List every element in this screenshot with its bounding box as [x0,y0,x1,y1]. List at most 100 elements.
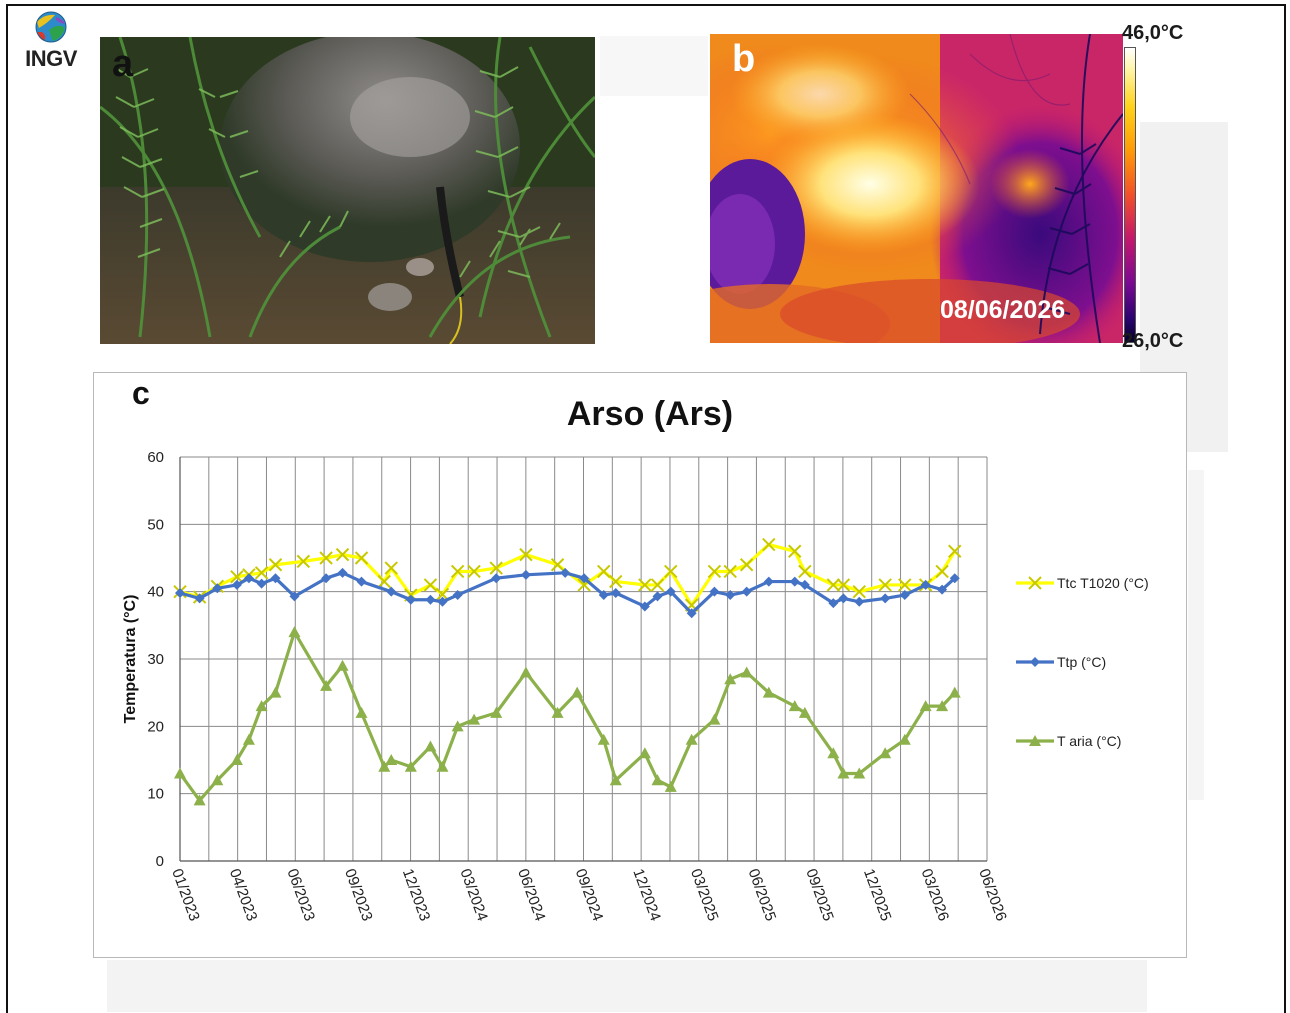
data-point-2 [741,586,752,597]
data-point-2 [491,573,502,584]
y-tick-label: 60 [147,449,164,466]
y-tick-label: 30 [147,651,164,668]
data-point-2 [289,591,300,602]
data-point-1 [467,564,481,579]
data-point-3 [378,760,391,772]
data-point-3 [385,754,398,765]
background-panel [1188,470,1204,800]
data-point-3 [230,754,243,765]
y-tick-label: 20 [147,718,164,735]
data-point-2 [838,593,849,604]
data-point-1 [836,578,851,592]
chart-title: Arso (Ars) [567,395,733,433]
data-point-2 [665,586,676,597]
data-point-1 [935,564,949,579]
data-point-2 [212,583,223,594]
data-point-2 [270,573,281,584]
background-panel [107,960,1147,1012]
data-point-3 [651,774,664,786]
x-tick-label: 09/2024 [572,867,607,924]
temperature-line-chart: Arso (Ars) 0 10 20 30 40 50 60 01/2023 04/2023 06/… [122,395,1149,924]
data-point-3 [571,686,584,698]
data-point-2 [610,588,621,599]
data-point-1 [852,584,866,599]
x-tick-label: 03/2024 [456,867,491,924]
data-point-1 [268,558,283,572]
data-point-1 [878,578,892,592]
data-point-1 [898,578,912,592]
data-point-3 [490,706,503,718]
data-point-3 [740,666,753,678]
x-tick-label: 06/2024 [514,867,549,924]
data-point-1 [254,566,269,580]
data-point-3 [664,780,677,792]
thermal-colorbar [1124,47,1136,343]
data-point-3 [948,686,961,698]
x-tick-label: 06/2025 [745,867,780,924]
data-point-3 [898,733,911,745]
x-tick-label: 09/2023 [341,867,376,924]
data-point-1 [489,561,503,575]
x-tick-label: 12/2025 [860,867,895,924]
data-point-1 [519,547,533,562]
x-tick-label: 06/2026 [975,867,1010,924]
data-point-1 [377,574,391,589]
data-point-2 [243,573,254,584]
data-point-3 [936,700,949,712]
data-point-3 [853,767,866,779]
data-point-2 [337,567,348,578]
data-point-2 [356,576,367,587]
data-point-3 [336,659,349,671]
data-point-2 [579,573,590,584]
data-point-3 [288,626,301,638]
data-point-2 [639,601,650,612]
data-point-3 [919,700,932,712]
panel-a-label: a [112,43,134,85]
data-point-1 [354,551,369,565]
data-point-3 [174,767,186,779]
data-point-3 [798,706,811,718]
data-point-1 [230,570,244,584]
data-point-2 [880,593,891,604]
data-point-2 [321,573,332,584]
data-point-3 [193,794,206,806]
data-point-1 [597,564,611,579]
data-point-3 [519,666,532,678]
data-point-3 [255,700,268,712]
y-tick-label: 10 [147,786,164,803]
data-point-2 [386,586,397,597]
data-point-1 [450,564,465,579]
data-point-3 [404,760,417,772]
data-point-3 [597,733,610,745]
data-point-1 [739,558,754,572]
legend-marker-2 [1030,657,1040,667]
data-point-3 [837,767,850,779]
logo-text: INGV [25,46,77,71]
data-point-3 [762,686,775,698]
x-tick-label: 09/2025 [802,867,837,924]
data-point-2 [520,569,531,580]
vegetation-image [100,37,595,344]
data-point-1 [384,561,398,575]
data-point-3 [551,706,564,718]
series-line-3 [178,630,956,802]
data-point-3 [879,747,892,759]
data-point-3 [211,774,224,786]
data-point-3 [355,706,368,718]
data-point-2 [560,567,571,578]
panel-c-label: c [132,375,150,411]
data-point-2 [598,590,609,601]
series-line-2 [179,571,956,615]
data-point-3 [788,700,801,712]
data-point-3 [609,774,622,786]
data-point-1 [798,564,812,579]
legend-marker-3 [1029,735,1041,746]
legend-marker-1 [1028,576,1042,590]
legend-label-2: Ttp (°C) [1057,654,1106,670]
data-point-3 [242,733,255,745]
data-point-2 [175,588,185,599]
data-point-3 [827,747,840,759]
data-point-1 [948,544,962,558]
legend-label-3: T aria (°C) [1057,733,1121,749]
data-point-3 [436,760,449,772]
